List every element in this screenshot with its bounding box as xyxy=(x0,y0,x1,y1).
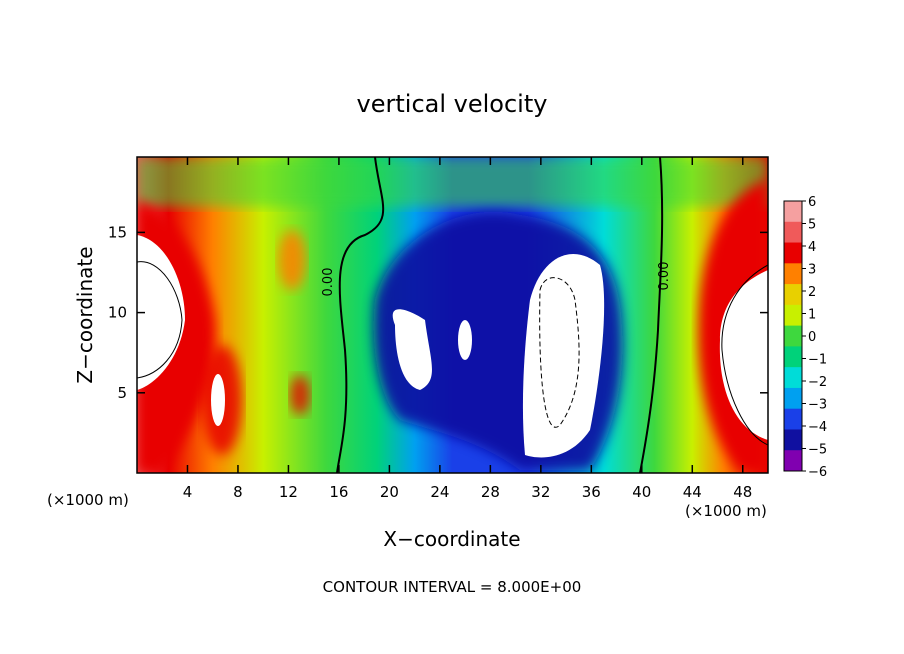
plot-frame xyxy=(136,156,769,474)
colorbar-segment xyxy=(784,304,802,327)
updraft-plume-core xyxy=(211,374,225,426)
y-tick-label: 10 xyxy=(108,304,127,322)
colorbar-label: −2 xyxy=(808,375,827,390)
x-tick-label: 40 xyxy=(632,483,651,501)
colorbar-label: 2 xyxy=(808,285,816,300)
contour-label: 0.00 xyxy=(321,268,336,297)
colorbar-label: 5 xyxy=(808,218,816,233)
x-tick-label: 16 xyxy=(329,483,348,501)
contour-label: 0.00 xyxy=(657,262,672,291)
colorbar-segment xyxy=(784,242,802,264)
x-tick-label: 36 xyxy=(582,483,601,501)
x-tick-label: 28 xyxy=(481,483,500,501)
y-tick-label: 15 xyxy=(108,223,127,241)
x-tick-label: 44 xyxy=(683,483,702,501)
x-tick-label: 24 xyxy=(430,483,449,501)
x-tick-label: 20 xyxy=(380,483,399,501)
colorbar-label: −6 xyxy=(808,465,827,480)
downdraft-core-right xyxy=(522,253,605,458)
updraft-plume-small xyxy=(290,375,310,415)
y-axis-label: Z−coordinate xyxy=(73,246,97,383)
x-tick-label: 12 xyxy=(279,483,298,501)
colorbar-label: −5 xyxy=(808,443,827,458)
y-tick-label: 5 xyxy=(117,384,127,402)
colorbar-segment xyxy=(784,263,802,285)
downdraft-core-left xyxy=(392,309,432,390)
x-tick-label: 8 xyxy=(233,483,243,501)
colorbar-segment xyxy=(784,346,802,368)
colorbar-label: 1 xyxy=(808,308,816,323)
colorbar-segment xyxy=(784,367,802,389)
negative-contour xyxy=(539,277,580,428)
positive-contour-left xyxy=(137,261,183,379)
upper-layer xyxy=(137,157,768,207)
colorbar-label: −3 xyxy=(808,398,827,413)
colorbar-segment xyxy=(784,201,802,223)
updraft-plume-upper xyxy=(278,230,306,290)
colorbar-segment xyxy=(784,429,802,451)
zero-contour-right xyxy=(639,157,664,473)
contour-interval: CONTOUR INTERVAL = 8.000E+00 xyxy=(323,578,582,596)
chart-title: vertical velocity xyxy=(357,90,548,118)
colorbar-label: 3 xyxy=(808,263,816,278)
colorbar-segment xyxy=(784,408,802,430)
colorbar-label: 4 xyxy=(808,240,816,255)
colorbar-segment xyxy=(784,325,802,347)
colorbar-segment xyxy=(784,221,802,244)
x-unit-right: (×1000 m) xyxy=(685,502,767,520)
positive-contour-right xyxy=(721,264,768,446)
colorbar-segment xyxy=(784,387,802,410)
plot-field xyxy=(137,157,768,473)
x-tick-label: 32 xyxy=(531,483,550,501)
colorbar-label: −1 xyxy=(808,353,827,368)
colorbar-label: −4 xyxy=(808,420,827,435)
colorbar-segment xyxy=(784,450,802,472)
colorbar-label: 0 xyxy=(808,330,816,345)
x-tick-label: 4 xyxy=(183,483,193,501)
x-tick-label: 48 xyxy=(733,483,752,501)
colorbar-segment xyxy=(784,284,802,306)
colorbar-label: 6 xyxy=(808,195,816,210)
y-ticks: 5 10 15 xyxy=(108,223,768,402)
downdraft-core-small xyxy=(458,320,472,360)
x-axis-label: X−coordinate xyxy=(383,527,520,551)
zero-contour-left xyxy=(336,157,385,473)
colorbar: 6 5 4 3 2 1 0 −1 −2 −3 −4 −5 −6 xyxy=(783,195,827,480)
x-unit-left: (×1000 m) xyxy=(47,491,129,509)
x-ticks: 4 8 12 16 20 24 28 32 36 40 44 48 xyxy=(183,157,752,501)
